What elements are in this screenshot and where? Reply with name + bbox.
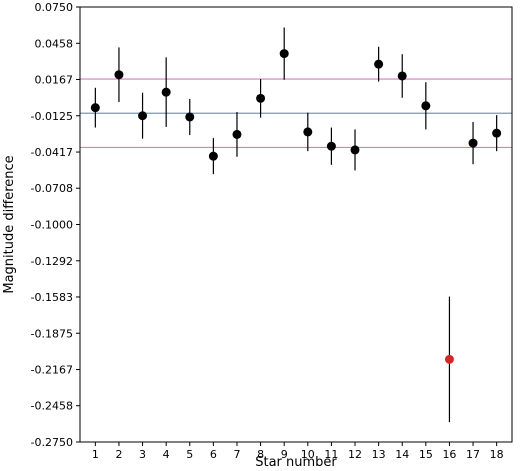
y-tick-label: -0.0417 xyxy=(31,146,73,159)
x-tick-label: 11 xyxy=(324,448,338,461)
x-tick-label: 13 xyxy=(372,448,386,461)
data-point-star-16 xyxy=(444,354,454,364)
x-tick-label: 9 xyxy=(281,448,288,461)
data-point-star-6 xyxy=(208,151,218,161)
data-point-star-4 xyxy=(161,87,171,97)
x-tick-label: 15 xyxy=(419,448,433,461)
y-tick-label: -0.1292 xyxy=(31,255,73,268)
y-tick-label: -0.2458 xyxy=(31,400,73,413)
data-point-star-15 xyxy=(421,101,431,111)
x-tick-label: 7 xyxy=(233,448,240,461)
y-tick-label: -0.1000 xyxy=(31,219,73,232)
y-tick-label: -0.2750 xyxy=(31,436,73,449)
y-axis: 0.0750 0.0458 0.0167 -0.0125 -0.0417 -0.0708 -… xyxy=(31,1,80,449)
x-tick-label: 14 xyxy=(395,448,409,461)
x-tick-label: 3 xyxy=(139,448,146,461)
y-tick-label: 0.0167 xyxy=(35,73,74,86)
x-tick-label: 16 xyxy=(442,448,456,461)
y-tick-label: 0.0750 xyxy=(35,1,74,14)
y-tick-label: -0.1875 xyxy=(31,327,73,340)
data-point-star-1 xyxy=(90,103,100,113)
x-axis: 1 2 3 4 5 6 7 8 9 10 11 12 13 14 15 16 17 18 xyxy=(92,442,504,461)
y-tick-label: -0.0125 xyxy=(31,110,73,123)
data-point-star-11 xyxy=(326,141,336,151)
data-point-star-5 xyxy=(185,112,195,122)
data-point-star-9 xyxy=(279,49,289,59)
x-tick-label: 1 xyxy=(92,448,99,461)
data-points xyxy=(90,49,502,364)
x-tick-label: 4 xyxy=(163,448,170,461)
y-tick-label: -0.1583 xyxy=(31,291,73,304)
data-point-star-10 xyxy=(303,127,313,137)
y-axis-label: Magnitude difference xyxy=(2,155,17,293)
x-tick-label: 12 xyxy=(348,448,362,461)
x-tick-label: 5 xyxy=(186,448,193,461)
x-tick-label: 8 xyxy=(257,448,264,461)
data-point-star-3 xyxy=(138,111,148,121)
x-tick-label: 17 xyxy=(466,448,480,461)
data-point-star-13 xyxy=(374,59,384,69)
y-tick-label: 0.0458 xyxy=(35,37,74,50)
data-point-star-8 xyxy=(256,93,266,103)
data-point-star-14 xyxy=(397,71,407,81)
x-tick-label: 2 xyxy=(115,448,122,461)
data-point-star-17 xyxy=(468,138,478,148)
data-point-star-7 xyxy=(232,129,242,139)
reference-lines xyxy=(80,78,512,149)
x-tick-label: 18 xyxy=(490,448,504,461)
data-point-star-18 xyxy=(492,128,502,138)
data-point-star-12 xyxy=(350,145,360,155)
x-axis-label: Star number xyxy=(255,455,337,470)
plot-area-frame xyxy=(79,6,513,443)
x-tick-label: 10 xyxy=(301,448,315,461)
y-tick-label: -0.0708 xyxy=(31,182,73,195)
x-tick-label: 6 xyxy=(210,448,217,461)
data-point-star-2 xyxy=(114,70,124,80)
error-bars xyxy=(94,27,498,423)
y-tick-label: -0.2167 xyxy=(31,364,73,377)
